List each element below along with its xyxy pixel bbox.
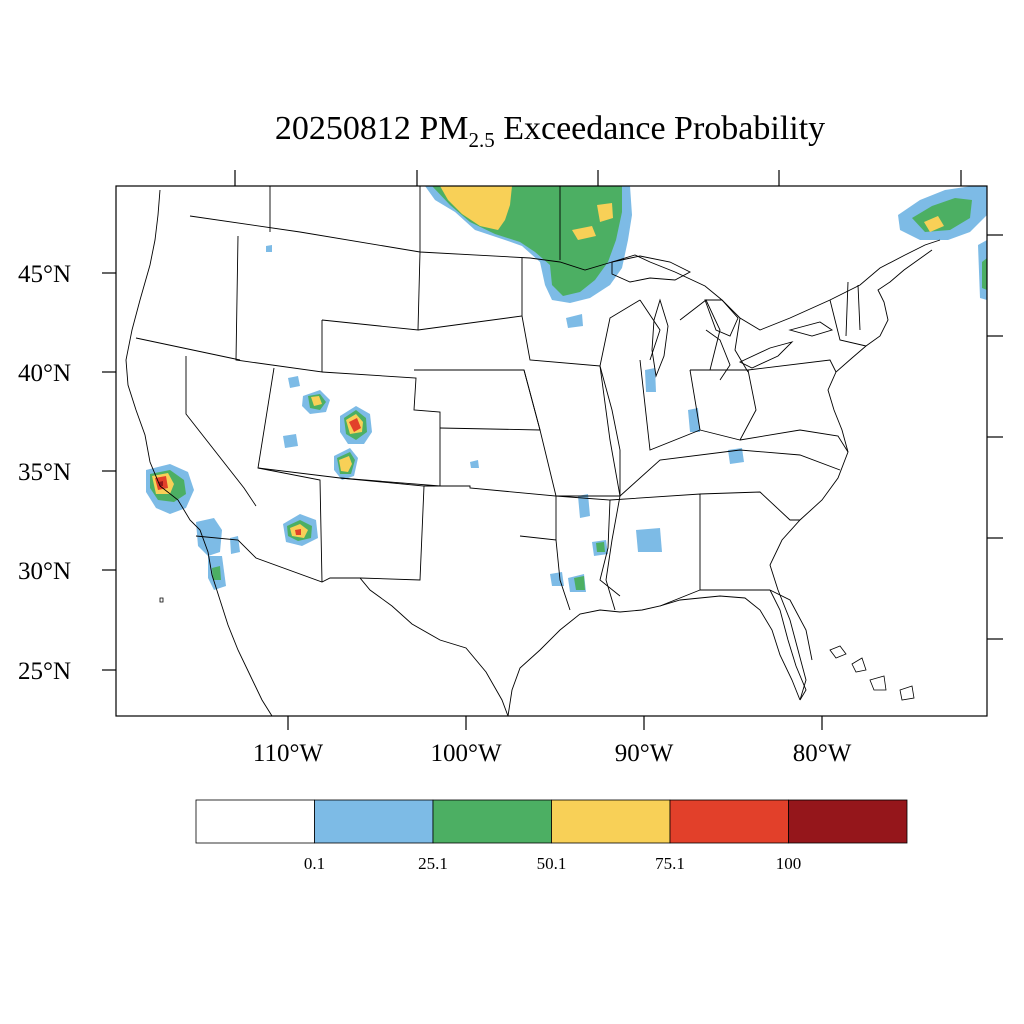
state-line-tx-east bbox=[555, 539, 571, 611]
lake-michigan bbox=[651, 298, 669, 378]
longitude-labels: 110°W 100°W 90°W 80°W bbox=[253, 740, 852, 767]
state-line-wa-or bbox=[135, 337, 241, 361]
fire-socal-dark bbox=[159, 481, 163, 486]
state-line-va-nc bbox=[739, 429, 849, 453]
state-line-ar-la bbox=[555, 495, 621, 597]
atlantic-coastline bbox=[769, 249, 933, 701]
pacific-coastline bbox=[125, 189, 273, 716]
state-line-ne-ks bbox=[414, 369, 541, 431]
spot-wyoming-light bbox=[266, 245, 272, 252]
spot-utah-south-light bbox=[283, 434, 298, 448]
spot-arkansas-light bbox=[578, 494, 590, 518]
plume-northeast-yellow bbox=[924, 216, 944, 232]
state-line-ga-sc bbox=[699, 491, 800, 521]
plume-canada-yellow-east bbox=[597, 203, 613, 222]
colorbar-label-1: 25.1 bbox=[418, 854, 448, 873]
lat-label-45: 45°N bbox=[18, 261, 71, 288]
canada-province-lines bbox=[269, 186, 561, 260]
title-pm: PM bbox=[419, 110, 469, 147]
state-line-ok bbox=[424, 485, 557, 541]
fire-colorado-s-yellow bbox=[339, 456, 352, 472]
state-line-pa-ny bbox=[747, 359, 837, 373]
state-line-nm-tx bbox=[339, 477, 425, 581]
lake-erie bbox=[738, 341, 794, 369]
title-date: 20250812 bbox=[274, 110, 411, 147]
probability-areas bbox=[146, 186, 987, 592]
lat-label-25: 25°N bbox=[18, 658, 71, 685]
lon-label-110: 110°W bbox=[253, 740, 324, 767]
fire-colorado-n-red bbox=[349, 418, 361, 432]
state-line-ca-nv bbox=[185, 356, 257, 507]
us-canada-border bbox=[189, 215, 941, 331]
spot-kansas-light bbox=[470, 460, 479, 468]
lon-label-100: 100°W bbox=[430, 740, 501, 767]
state-line-mo bbox=[523, 365, 621, 497]
lake-ontario bbox=[788, 321, 834, 337]
colorbar: 0.1 25.1 50.1 75.1 100 bbox=[195, 799, 908, 873]
state-line-il-in bbox=[639, 359, 701, 451]
plume-edge-green bbox=[982, 258, 987, 290]
state-line-ky-tn bbox=[619, 449, 841, 497]
state-line-az-nm bbox=[257, 467, 323, 583]
latitude-labels: 45°N 40°N 35°N 30°N 25°N bbox=[18, 261, 71, 685]
colorbar-bin-3 bbox=[551, 799, 671, 844]
mississippi-river bbox=[599, 365, 621, 611]
map-title: 20250812 PM2.5 Exceedance Probability bbox=[0, 110, 1024, 153]
plume-canada-yellow-mid bbox=[572, 226, 596, 240]
spot-wisconsin-light bbox=[566, 314, 583, 328]
lat-label-40: 40°N bbox=[18, 360, 71, 387]
spot-illinois-light bbox=[645, 368, 656, 392]
colorbar-bin-4 bbox=[669, 799, 789, 844]
title-pm-subscript: 2.5 bbox=[468, 127, 495, 152]
florida-outline bbox=[769, 589, 813, 701]
fire-arizona-red bbox=[295, 529, 301, 535]
boundary-lines bbox=[125, 186, 941, 716]
colorbar-bin-2 bbox=[432, 799, 552, 844]
spot-idaho-light bbox=[288, 376, 300, 388]
gulf-coastline bbox=[507, 595, 801, 716]
us-mexico-border bbox=[195, 535, 509, 716]
spot-louisiana-green bbox=[596, 542, 605, 552]
smoke-sonora-light bbox=[230, 536, 240, 554]
state-line-oh bbox=[690, 369, 757, 441]
fire-utah-yellow bbox=[311, 396, 322, 406]
spot-mississippi-light bbox=[636, 528, 662, 552]
state-line-wi-mi bbox=[639, 299, 721, 371]
state-line-mn-ia bbox=[521, 299, 641, 367]
state-line-ms-al bbox=[609, 493, 701, 607]
spot-kentucky-light bbox=[728, 448, 744, 464]
state-line-id bbox=[235, 235, 323, 373]
spot-texas-east-green bbox=[574, 576, 585, 590]
state-line-new-england bbox=[829, 281, 867, 347]
colorbar-bin-0 bbox=[195, 799, 315, 844]
lake-superior bbox=[611, 255, 691, 283]
lon-label-90: 90°W bbox=[615, 740, 674, 767]
tick-marks bbox=[102, 170, 1003, 730]
colorbar-label-3: 75.1 bbox=[655, 854, 685, 873]
state-line-mt bbox=[321, 251, 421, 331]
title-rest: Exceedance Probability bbox=[494, 110, 826, 147]
colorbar-label-4: 100 bbox=[776, 854, 802, 873]
colorbar-label-2: 50.1 bbox=[537, 854, 567, 873]
map-frame bbox=[115, 185, 988, 717]
lat-label-30: 30°N bbox=[18, 558, 71, 585]
caribbean-islands bbox=[159, 597, 915, 701]
colorbar-label-0: 0.1 bbox=[304, 854, 325, 873]
lat-label-35: 35°N bbox=[18, 459, 71, 486]
smoke-baja-south-green bbox=[212, 566, 221, 580]
colorbar-bin-5 bbox=[788, 799, 908, 844]
colorbar-bin-1 bbox=[314, 799, 434, 844]
plume-canada-yellow-west bbox=[440, 186, 512, 230]
michigan-shore bbox=[705, 317, 749, 381]
spot-texas-light bbox=[550, 572, 564, 586]
state-line-co bbox=[321, 371, 441, 487]
state-line-nd-sd bbox=[417, 258, 523, 331]
lake-huron bbox=[704, 299, 739, 337]
lon-label-80: 80°W bbox=[793, 740, 852, 767]
